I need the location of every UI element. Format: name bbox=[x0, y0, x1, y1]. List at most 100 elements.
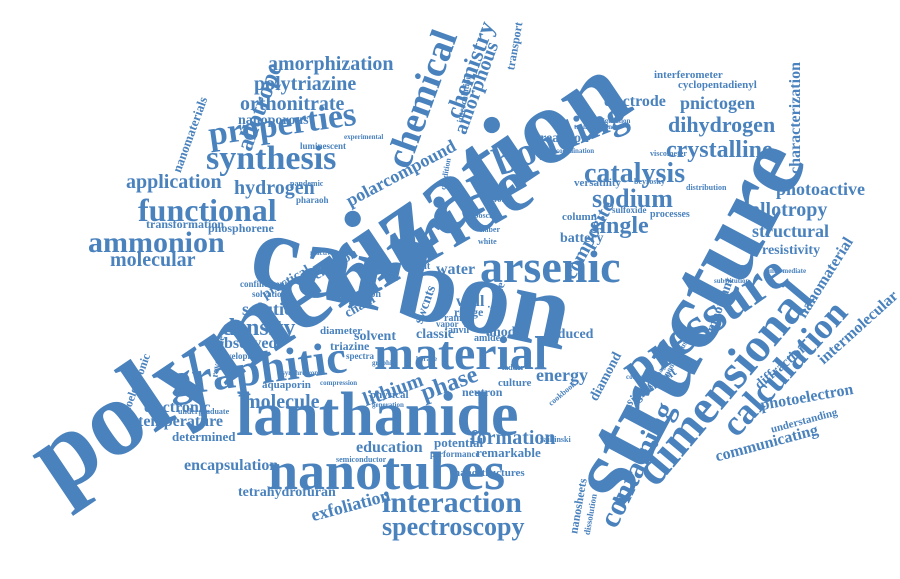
word-zaikinski: zaikinski bbox=[540, 435, 571, 444]
word-compression: compression bbox=[320, 379, 358, 387]
word-synthesis: synthesis bbox=[206, 140, 337, 177]
word-electronic: electronic bbox=[144, 399, 211, 416]
word-pharaoh: pharaoh bbox=[296, 195, 329, 205]
word-interferometer: interferometer bbox=[654, 69, 723, 81]
word-application: application bbox=[126, 171, 222, 193]
word-amorphization: amorphization bbox=[268, 53, 394, 75]
word-catalysis: catalysis bbox=[584, 158, 686, 189]
word-confinement: confinement bbox=[240, 279, 288, 289]
word-solution: solution bbox=[242, 299, 304, 319]
word-polytriazine: polytriazine bbox=[254, 73, 357, 95]
word-molecule: molecule bbox=[244, 391, 320, 413]
word-intermediate: intermediate bbox=[768, 267, 807, 275]
word-solvation: solvation bbox=[252, 289, 287, 299]
word-graphite: graphite bbox=[372, 359, 398, 367]
word-photoactive: photoactive bbox=[776, 179, 865, 199]
word-reaction: reaction bbox=[540, 131, 589, 146]
word-physical: physical bbox=[370, 389, 409, 401]
word-education: education bbox=[356, 439, 423, 456]
word-anvil: anvil bbox=[448, 325, 470, 336]
word-characterization: characterization bbox=[786, 62, 804, 174]
word-substitution: substitution bbox=[714, 277, 750, 285]
word-battery: battery bbox=[560, 231, 604, 246]
word-encapsulation: encapsulation bbox=[184, 457, 279, 474]
word-reactivity: reactivity bbox=[310, 249, 339, 257]
word-controlling: controlling bbox=[626, 373, 659, 381]
word-borane: borane bbox=[416, 355, 437, 363]
word-anode: anode bbox=[486, 325, 522, 340]
word-potential: potential bbox=[434, 435, 484, 450]
word-haber: haber bbox=[480, 225, 500, 234]
word-orthonitrate: orthonitrate bbox=[240, 93, 345, 115]
word-formation: formation bbox=[470, 427, 556, 449]
word-hydrogen: hydrogen bbox=[234, 177, 315, 199]
word-phosphorene: phosphorene bbox=[208, 221, 274, 235]
word-bosch: bosch bbox=[474, 211, 494, 220]
word-wall: wall bbox=[456, 293, 485, 310]
word-energy: energy bbox=[536, 365, 588, 385]
word-determined: determined bbox=[172, 429, 236, 444]
word-lanthanide: lanthanide bbox=[236, 381, 519, 449]
word-transport: transport bbox=[503, 20, 526, 72]
word-viscometer: viscometer bbox=[650, 149, 687, 158]
word-raman: raman bbox=[444, 313, 473, 324]
word-aquaporin: aquaporin bbox=[262, 379, 311, 391]
word-crystalline: crystalline bbox=[666, 137, 773, 163]
word-spectroscopy: spectroscopy bbox=[382, 512, 525, 541]
word-versatility: versatility bbox=[574, 177, 622, 189]
word-electrode: electrode bbox=[604, 93, 666, 110]
word-configuration: configuration bbox=[590, 117, 631, 125]
word-material: material bbox=[374, 327, 548, 380]
word-observed: observed bbox=[216, 335, 278, 352]
word-triazine: triazine bbox=[330, 339, 370, 353]
word-semiconductor: semiconductor bbox=[336, 455, 387, 464]
word-transformation: transformation bbox=[146, 217, 224, 231]
word-luminescent: luminescent bbox=[300, 141, 346, 151]
word-arsenic: arsenic bbox=[480, 241, 621, 292]
word-allotropy: allotropy bbox=[750, 199, 828, 221]
word-experimental: experimental bbox=[344, 133, 384, 141]
word-culture: culture bbox=[498, 377, 532, 389]
word-pnictogen: pnictogen bbox=[680, 93, 756, 113]
word-resistivity: resistivity bbox=[762, 243, 821, 258]
word-vapor: vapor bbox=[436, 319, 459, 329]
word-development: development bbox=[218, 351, 267, 361]
word-processes: processes bbox=[650, 209, 690, 220]
word-spectra: spectra bbox=[346, 351, 374, 361]
word-sulfoxide: sulfoxide bbox=[612, 205, 647, 215]
word-nanomaterials: nanomaterials bbox=[169, 94, 211, 175]
word-coordination: coordination bbox=[556, 147, 595, 155]
word-column: column bbox=[562, 211, 597, 223]
word-structural: structural bbox=[752, 221, 829, 241]
word-water: water bbox=[436, 261, 476, 278]
word-sodium: sodium bbox=[592, 184, 673, 213]
word-interaction: interaction bbox=[382, 486, 522, 519]
word-nanotubes: nanotubes bbox=[268, 441, 506, 501]
word-distribution: distribution bbox=[686, 183, 727, 192]
word-density: density bbox=[222, 315, 296, 341]
word-group: group bbox=[490, 195, 511, 204]
word-range: range bbox=[454, 305, 484, 319]
word-single: single bbox=[590, 213, 649, 239]
word-person: person bbox=[352, 289, 381, 300]
word-undergraduate: undergraduate bbox=[178, 407, 230, 416]
word-remarkable: remarkable bbox=[476, 445, 541, 460]
word-ladder: ladder bbox=[502, 363, 525, 372]
word-induced: induced bbox=[546, 327, 594, 342]
word-cyclopentadienyl: cyclopentadienyl bbox=[678, 79, 757, 91]
word-synchrotron: synchrotron bbox=[282, 369, 319, 377]
word-result: result bbox=[406, 261, 431, 272]
word-nanoporous: nanoporous bbox=[238, 113, 309, 128]
word-solvent: solvent bbox=[354, 329, 396, 344]
word-transmission: transmission bbox=[574, 123, 613, 131]
word-dihydrogen: dihydrogen bbox=[668, 112, 776, 137]
word-classic: classic bbox=[416, 327, 455, 342]
word-white: white bbox=[478, 237, 497, 246]
word-amide: amide bbox=[474, 333, 501, 344]
word-pandemic: pandemic bbox=[290, 179, 324, 188]
word-beyrosky: beyrosky bbox=[634, 177, 665, 186]
word-tetrahydrofuran: tetrahydrofuran bbox=[238, 485, 336, 500]
word-ammonion: ammonion bbox=[88, 226, 225, 259]
word-performance: performance bbox=[430, 449, 480, 459]
